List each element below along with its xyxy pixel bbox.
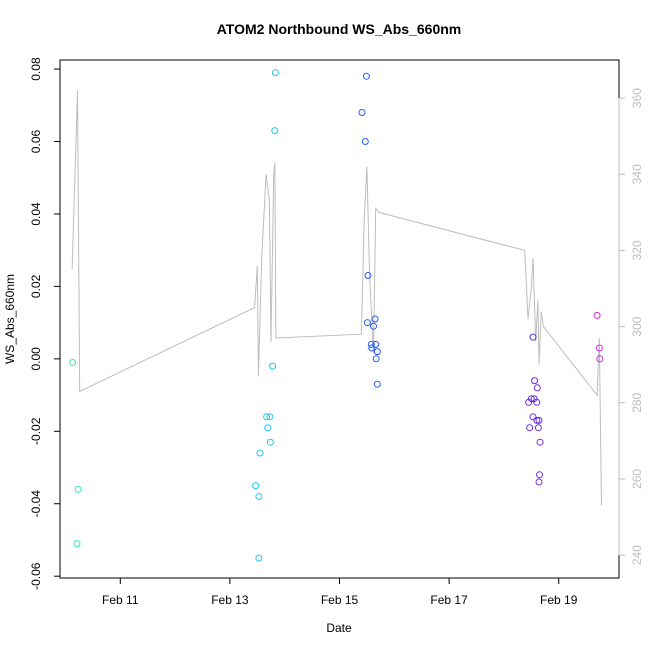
data-point-23 [372, 340, 380, 348]
data-point-1 [74, 485, 82, 493]
y-tick-label-2: -0.02 [29, 417, 43, 445]
y-tick-label-6: 0.06 [29, 130, 43, 154]
data-point-17 [364, 272, 372, 279]
data-point-10 [266, 438, 274, 446]
y-axis-label: WS_Abs_660nm [3, 274, 17, 364]
data-point-30 [527, 395, 535, 403]
data-point-32 [533, 384, 541, 392]
data-point-27 [529, 333, 537, 341]
y-tick-label-5: 0.04 [29, 202, 43, 226]
data-point-21 [370, 322, 377, 330]
data-point-7 [263, 413, 271, 421]
x-axis: Feb 11 Feb 13 Feb 15 Feb 17 Feb 19 [102, 577, 578, 607]
x-tick-label-2: Feb 15 [321, 593, 359, 607]
y2-tick-label-5: 340 [630, 164, 644, 184]
y-tick-label-3: 0.00 [29, 347, 43, 371]
data-point-6 [255, 554, 263, 562]
line-layer [71, 90, 602, 506]
data-point-20 [368, 344, 376, 352]
data-point-5 [256, 449, 264, 457]
chart-title: ATOM2 Northbound WS_Abs_660nm [217, 21, 462, 37]
x-tick-label-1: Feb 13 [211, 593, 249, 607]
x-tick-label-4: Feb 19 [540, 593, 578, 607]
x-axis-label: Date [326, 621, 352, 635]
secondary-trace-line [71, 90, 602, 506]
data-point-24 [373, 348, 381, 356]
data-point-40 [536, 471, 543, 479]
data-point-33 [533, 398, 541, 406]
x-tick-label-3: Feb 17 [430, 593, 468, 607]
data-point-37 [526, 424, 534, 432]
points-layer [69, 69, 604, 562]
data-point-25 [372, 355, 380, 363]
y2-tick-label-2: 280 [630, 392, 644, 412]
data-point-39 [536, 438, 544, 446]
y2-tick-label-3: 300 [630, 316, 644, 336]
data-point-12 [271, 127, 279, 135]
data-point-15 [361, 138, 369, 145]
data-point-2 [73, 540, 81, 548]
y-tick-label-7: 0.08 [29, 57, 43, 81]
data-point-28 [531, 377, 539, 385]
x-tick-label-0: Feb 11 [102, 593, 139, 607]
data-point-34 [529, 413, 537, 421]
data-point-42 [593, 311, 601, 319]
y-tick-label-1: -0.04 [29, 490, 43, 518]
data-point-35 [533, 416, 541, 424]
y2-tick-label-0: 240 [630, 545, 644, 565]
data-point-8 [266, 413, 274, 421]
data-point-13 [271, 69, 279, 77]
y-tick-label-0: -0.06 [29, 562, 43, 590]
data-point-41 [535, 478, 543, 486]
y-tick-label-4: 0.02 [29, 274, 43, 298]
y2-tick-label-4: 320 [630, 240, 644, 260]
y2-tick-label-1: 260 [630, 469, 644, 489]
data-point-22 [371, 315, 379, 323]
data-point-43 [595, 344, 603, 352]
data-point-4 [255, 493, 263, 500]
data-point-9 [264, 424, 272, 432]
y2-tick-label-6: 360 [630, 88, 644, 108]
data-point-14 [358, 109, 366, 116]
data-point-3 [252, 482, 260, 490]
data-point-44 [596, 355, 604, 363]
data-point-26 [373, 380, 381, 388]
data-point-36 [535, 416, 543, 424]
y-axis-right: 240 260 280 300 320 340 360 [618, 88, 644, 565]
data-point-0 [69, 359, 77, 366]
data-point-11 [269, 362, 277, 370]
data-point-16 [362, 72, 370, 80]
data-point-19 [367, 340, 375, 348]
data-point-18 [363, 319, 371, 327]
data-point-38 [534, 424, 542, 432]
y-axis-left: -0.06 -0.04 -0.02 0.00 0.02 0.04 0.06 0.08 [29, 57, 61, 590]
